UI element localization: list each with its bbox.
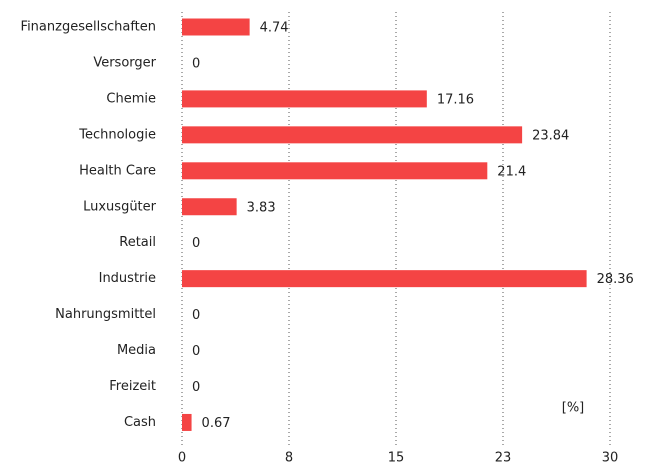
y-tick-label: Media (117, 343, 156, 358)
x-tick-label: 8 (285, 451, 293, 462)
y-tick-label: Technologie (78, 127, 156, 142)
bar (182, 126, 523, 144)
x-tick-label: 0 (178, 451, 186, 462)
y-tick-label: Luxusgüter (83, 199, 157, 214)
bar (182, 18, 250, 36)
y-tick-label: Nahrungsmittel (55, 307, 156, 322)
value-label: 21.4 (497, 164, 526, 179)
bar (182, 162, 488, 180)
y-tick-label: Retail (119, 235, 156, 250)
value-label: 3.83 (247, 200, 276, 215)
bar (182, 270, 587, 288)
value-label: 17.16 (437, 92, 474, 107)
value-label: 0 (192, 56, 200, 71)
x-tick-label: 30 (602, 451, 619, 462)
value-label: 28.36 (597, 272, 634, 287)
value-label: 0 (192, 344, 200, 359)
y-tick-label: Finanzgesellschaften (21, 20, 156, 35)
y-tick-label: Industrie (99, 271, 156, 286)
y-tick-label: Health Care (79, 163, 156, 178)
bar (182, 90, 427, 108)
value-label: 0.67 (202, 416, 231, 431)
bar (182, 198, 237, 216)
bar (182, 413, 192, 431)
y-tick-label: Cash (124, 415, 156, 430)
y-tick-label: Versorger (93, 55, 156, 70)
unit-label: [%] (562, 401, 585, 416)
value-label: 0 (192, 236, 200, 251)
value-label: 0 (192, 308, 200, 323)
x-tick-label: 23 (495, 451, 512, 462)
y-tick-label: Freizeit (109, 379, 156, 394)
value-label: 0 (192, 380, 200, 395)
x-tick-label: 15 (388, 451, 405, 462)
value-label: 23.84 (532, 128, 569, 143)
y-tick-label: Chemie (106, 91, 156, 106)
value-label: 4.74 (260, 21, 289, 36)
